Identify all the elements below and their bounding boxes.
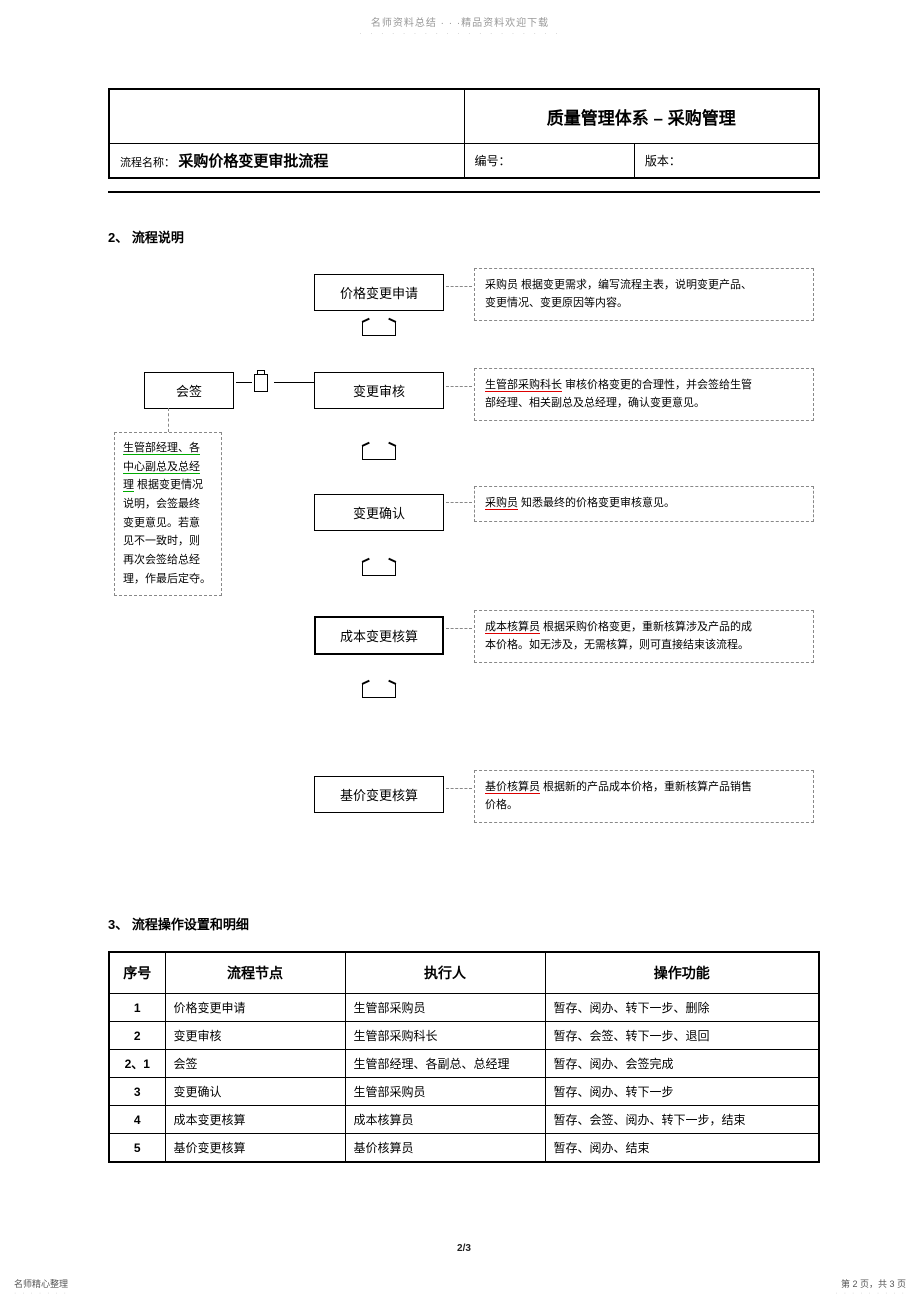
ops-cell: 生管部采购员 (345, 994, 545, 1022)
ops-cell: 暂存、会签、转下一步、退回 (545, 1022, 819, 1050)
ops-cell: 2 (109, 1022, 165, 1050)
d1b: 变更情况、变更原因等内容。 (485, 297, 628, 309)
d2a: 审核价格变更的合理性，并会签给生管 (562, 379, 752, 391)
footer-left: 名师精心整理 · · · · · · · (14, 1277, 68, 1297)
footer-left-text: 名师精心整理 (14, 1279, 68, 1289)
ops-cell: 1 (109, 994, 165, 1022)
ops-cell: 价格变更申请 (165, 994, 345, 1022)
footer-left-dots: · · · · · · · (14, 1290, 68, 1297)
flowchart: 价格变更申请 变更审核 变更确认 成本变更核算 基价变更核算 会签 生管部经理、… (114, 264, 814, 854)
flow-desc-4: 成本核算员 根据采购价格变更，重新核算涉及产品的成 本价格。如无涉及，无需核算，… (474, 610, 814, 663)
ops-th-1: 流程节点 (165, 952, 345, 994)
horizontal-rule (108, 191, 820, 193)
flow-name-value: 采购价格变更审批流程 (178, 153, 328, 170)
note-l3u: 理 (123, 479, 134, 492)
flow-desc-5: 基价核算员 根据新的产品成本价格，重新核算产品销售 价格。 (474, 770, 814, 823)
title-block-table: 质量管理体系 – 采购管理 流程名称： 采购价格变更审批流程 编号： 版本： (108, 88, 820, 179)
d5u: 基价核算员 (485, 781, 540, 794)
section-2-heading: 2、 流程说明 (108, 227, 820, 246)
flow-name-label: 流程名称： (120, 157, 175, 169)
flow-desc-3: 采购员 知悉最终的价格变更审核意见。 (474, 486, 814, 522)
ops-table-row: 1价格变更申请生管部采购员暂存、阅办、转下一步、删除 (109, 994, 819, 1022)
ops-cell: 暂存、阅办、转下一步 (545, 1078, 819, 1106)
ops-cell: 成本核算员 (345, 1106, 545, 1134)
doc-title: 质量管理体系 – 采购管理 (464, 89, 819, 144)
flow-node-2: 变更审核 (314, 372, 444, 409)
ops-cell: 暂存、阅办、结束 (545, 1134, 819, 1163)
header-line1: 名师资料总结 · · ·精品资料欢迎下载 (0, 14, 920, 29)
ops-th-3: 操作功能 (545, 952, 819, 994)
d3u: 采购员 (485, 497, 518, 510)
ops-cell: 基价核算员 (345, 1134, 545, 1163)
code-label: 编号： (475, 154, 511, 168)
note-l2: 中心副总及总经 (123, 461, 200, 474)
flow-node-1: 价格变更申请 (314, 274, 444, 311)
ops-table-row: 2、1会签生管部经理、各副总、总经理暂存、阅办、会签完成 (109, 1050, 819, 1078)
ops-cell: 基价变更核算 (165, 1134, 345, 1163)
ops-cell: 3 (109, 1078, 165, 1106)
ops-cell: 变更审核 (165, 1022, 345, 1050)
flow-arrow-4 (362, 684, 396, 698)
ops-cell: 变更确认 (165, 1078, 345, 1106)
note-l7: 再次会签给总经 (123, 554, 200, 566)
ops-table-row: 2变更审核生管部采购科长暂存、会签、转下一步、退回 (109, 1022, 819, 1050)
flow-arrow-3 (362, 562, 396, 576)
version-label: 版本： (645, 154, 681, 168)
ops-th-0: 序号 (109, 952, 165, 994)
ops-cell: 生管部采购科长 (345, 1022, 545, 1050)
ops-table-row: 3变更确认生管部采购员暂存、阅办、转下一步 (109, 1078, 819, 1106)
ops-cell: 成本变更核算 (165, 1106, 345, 1134)
flow-node-4: 成本变更核算 (314, 616, 444, 655)
note-l6: 见不一致时，则 (123, 535, 200, 547)
ops-th-2: 执行人 (345, 952, 545, 994)
ops-table-row: 4成本变更核算成本核算员暂存、会签、阅办、转下一步，结束 (109, 1106, 819, 1134)
footer-right: 第 2 页，共 3 页 · · · · · · · · · (835, 1277, 906, 1297)
footer-right-dots: · · · · · · · · · (835, 1290, 906, 1297)
ops-table-row: 5基价变更核算基价核算员暂存、阅办、结束 (109, 1134, 819, 1163)
ops-cell: 生管部采购员 (345, 1078, 545, 1106)
note-l8: 理，作最后定夺。 (123, 573, 211, 585)
ops-cell: 5 (109, 1134, 165, 1163)
d4a: 根据采购价格变更，重新核算涉及产品的成 (540, 621, 752, 633)
page-number: 2/3 (108, 1243, 820, 1254)
d5a: 根据新的产品成本价格，重新核算产品销售 (540, 781, 752, 793)
note-l5: 变更意见。若意 (123, 517, 200, 529)
section-3-heading: 3、 流程操作设置和明细 (108, 914, 820, 933)
ops-table: 序号 流程节点 执行人 操作功能 1价格变更申请生管部采购员暂存、阅办、转下一步… (108, 951, 820, 1163)
doc-icon (254, 374, 268, 392)
flow-desc-1: 采购员 根据变更需求，编写流程主表，说明变更产品、 变更情况、变更原因等内容。 (474, 268, 814, 321)
flow-arrow-2 (362, 446, 396, 460)
d2b: 部经理、相关副总及总经理，确认变更意见。 (485, 397, 705, 409)
d4b: 本价格。如无涉及，无需核算，则可直接结束该流程。 (485, 639, 749, 651)
d3a: 知悉最终的价格变更审核意见。 (518, 497, 675, 509)
ops-cell: 4 (109, 1106, 165, 1134)
d4u: 成本核算员 (485, 621, 540, 634)
ops-cell: 生管部经理、各副总、总经理 (345, 1050, 545, 1078)
ops-cell: 暂存、阅办、转下一步、删除 (545, 994, 819, 1022)
header-dots: · · · · · · · · · · · · · · · · · · · (0, 29, 920, 38)
flow-node-3: 变更确认 (314, 494, 444, 531)
flow-desc-2: 生管部采购科长 审核价格变更的合理性，并会签给生管 部经理、相关副总及总经理，确… (474, 368, 814, 421)
ops-cell: 2、1 (109, 1050, 165, 1078)
flow-arrow-1 (362, 322, 396, 336)
flow-node-side: 会签 (144, 372, 234, 409)
d5b: 价格。 (485, 799, 518, 811)
note-l4: 说明，会签最终 (123, 498, 200, 510)
ops-cell: 暂存、会签、阅办、转下一步，结束 (545, 1106, 819, 1134)
ops-table-header-row: 序号 流程节点 执行人 操作功能 (109, 952, 819, 994)
d2u: 生管部采购科长 (485, 379, 562, 392)
ops-cell: 会签 (165, 1050, 345, 1078)
note-l1: 生管部经理、各 (123, 442, 200, 455)
ops-cell: 暂存、阅办、会签完成 (545, 1050, 819, 1078)
flow-note-box: 生管部经理、各 中心副总及总经 理 根据变更情况 说明，会签最终 变更意见。若意… (114, 432, 222, 596)
flow-node-5: 基价变更核算 (314, 776, 444, 813)
page-header: 名师资料总结 · · ·精品资料欢迎下载 · · · · · · · · · ·… (0, 0, 920, 38)
d1a: 采购员 根据变更需求，编写流程主表，说明变更产品、 (485, 279, 752, 291)
note-l3: 根据变更情况 (134, 479, 203, 491)
footer-right-text: 第 2 页，共 3 页 (841, 1279, 906, 1289)
